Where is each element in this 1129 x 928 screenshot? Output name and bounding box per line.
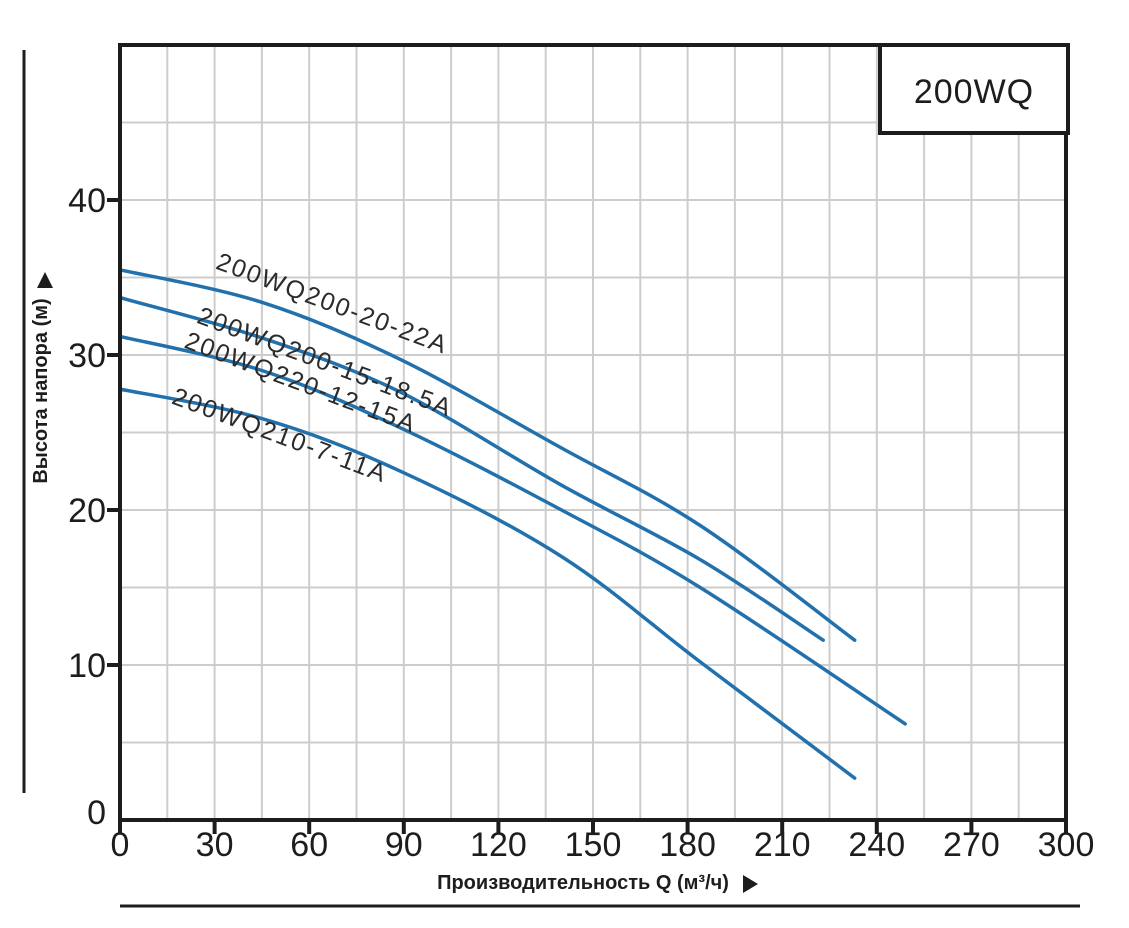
pump-curve (118, 295, 825, 642)
pump-curve (118, 334, 907, 726)
x-tick-label: 300 (1038, 826, 1095, 864)
y-axis-label: Высота напора (м) (30, 298, 52, 483)
x-tick-label: 0 (111, 826, 130, 864)
x-tick-label: 90 (385, 826, 423, 864)
x-tick-label: 270 (943, 826, 1000, 864)
x-axis-label: Производительность Q (м³/ч) (437, 872, 729, 894)
y-tick-label: 10 (68, 647, 106, 685)
y-tick-label: 20 (68, 492, 106, 530)
series-title: 200WQ (914, 73, 1034, 111)
y-tick-labels: 0 10 20 30 40 (68, 182, 106, 832)
x-tick-label: 120 (470, 826, 527, 864)
x-tick-label: 60 (290, 826, 328, 864)
y-tick-label: 30 (68, 337, 106, 375)
pump-curves (118, 268, 907, 780)
pump-curve (118, 387, 857, 780)
x-tick-labels: 0 30 60 90 120 150 180 210 240 270 300 (111, 826, 1095, 864)
x-tick-label: 240 (848, 826, 905, 864)
x-axis-arrow-icon (743, 875, 758, 893)
x-tick-label: 30 (196, 826, 234, 864)
y-axis-arrow-icon (37, 272, 53, 288)
x-tick-label: 210 (754, 826, 811, 864)
y-tick-label: 40 (68, 182, 106, 220)
series-title-box (878, 43, 1070, 135)
pump-curve (118, 268, 857, 642)
x-tick-label: 180 (659, 826, 716, 864)
axis-tick-marks (107, 198, 1068, 834)
x-tick-label: 150 (565, 826, 622, 864)
grid-lines (120, 45, 1066, 820)
curve-labels: 200WQ200-20-22A200WQ200-15-18.5A200WQ220… (168, 248, 456, 489)
y-tick-label: 0 (87, 794, 106, 832)
